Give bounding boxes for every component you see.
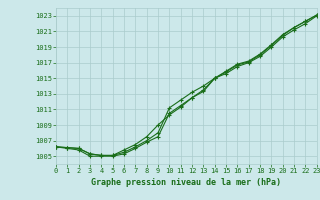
X-axis label: Graphe pression niveau de la mer (hPa): Graphe pression niveau de la mer (hPa) [92, 178, 281, 187]
